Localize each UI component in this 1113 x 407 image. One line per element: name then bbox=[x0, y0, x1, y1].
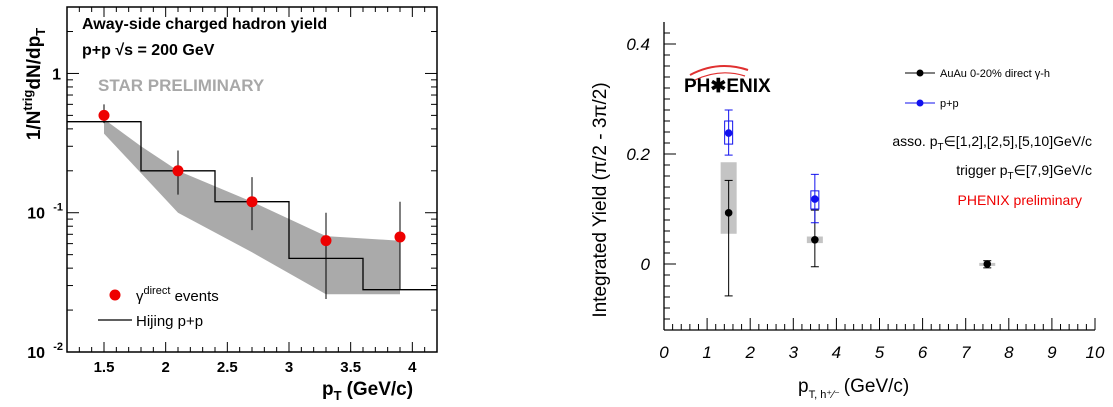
left-x-tick-label-1: 2 bbox=[161, 359, 169, 376]
right-x-tick-label-5: 5 bbox=[875, 343, 885, 362]
left-data-point-0 bbox=[99, 110, 110, 121]
right-x-tick-label-10: 10 bbox=[1086, 343, 1105, 362]
legend-gamma-sup: direct bbox=[144, 285, 171, 297]
left-data-point-4 bbox=[395, 231, 406, 242]
left-ylabel-part-3: dN/dp bbox=[24, 36, 45, 90]
legend-label-auau: AuAu 0-20% direct γ-h bbox=[940, 68, 1050, 80]
annotation-asso-text: asso. p bbox=[892, 133, 937, 149]
left-data-point-3 bbox=[321, 235, 332, 246]
legend-label-hijing: Hijing p+p bbox=[136, 313, 203, 330]
annotation-phenix-preliminary: PHENIX preliminary bbox=[958, 192, 1082, 208]
left-xlabel-unit: (GeV/c) bbox=[347, 379, 414, 400]
left-x-tick-label-4: 3.5 bbox=[340, 359, 361, 376]
legend-marker-gamma-direct bbox=[110, 290, 121, 301]
left-x-axis-label: pT (GeV/c) bbox=[322, 379, 413, 403]
right-xlabel-sub: T, h⁺⁄⁻ bbox=[809, 389, 840, 401]
left-y-tick-label-2: 10 bbox=[27, 345, 45, 362]
left-y-axis-label: 1/NtrigdN/dpT bbox=[20, 28, 48, 140]
right-x-tick-label-9: 9 bbox=[1047, 343, 1057, 362]
right-x-tick-label-0: 0 bbox=[659, 343, 669, 362]
left-data-point-2 bbox=[247, 196, 258, 207]
right-data-point-s0-0 bbox=[725, 209, 733, 217]
left-y-tick-exp-1: -1 bbox=[53, 202, 63, 214]
right-y-tick-label-1: 0.2 bbox=[626, 145, 650, 164]
right-xlabel-unit: (GeV/c) bbox=[844, 376, 909, 397]
legend-label-pp: p+p bbox=[940, 98, 959, 110]
left-x-tick-label-3: 3 bbox=[285, 359, 293, 376]
right-annotations: asso. pT∈[1,2],[2,5],[5,10]GeV/c trigger… bbox=[892, 133, 1092, 208]
legend-gamma-tail: events bbox=[170, 288, 218, 305]
right-data-point-s1-1 bbox=[811, 195, 819, 203]
right-y-tick-label-0: 0 bbox=[641, 255, 651, 274]
right-x-tick-label-3: 3 bbox=[789, 343, 799, 362]
right-xlabel-p: p bbox=[798, 376, 809, 397]
left-preliminary-label: STAR PRELIMINARY bbox=[98, 76, 265, 95]
annotation-trigger-tail: ∈[7,9]GeV/c bbox=[1014, 162, 1092, 178]
annotation-asso-pt: asso. pT∈[1,2],[2,5],[5,10]GeV/c bbox=[892, 133, 1092, 153]
phenix-logo: PH✱ENIX bbox=[684, 66, 771, 97]
right-x-tick-label-2: 2 bbox=[744, 343, 755, 362]
right-x-tick-label-7: 7 bbox=[961, 343, 971, 362]
left-xlabel-p: p bbox=[322, 379, 334, 400]
right-x-tick-label-6: 6 bbox=[918, 343, 928, 362]
left-chart: 1.5 2 2.5 3 3.5 4 1 10 -1 10 -2 Away-side charged … bbox=[20, 7, 437, 403]
right-data-point-s1-0 bbox=[725, 129, 733, 137]
right-x-tick-label-8: 8 bbox=[1004, 343, 1014, 362]
left-y-tick-label-0: 1 bbox=[52, 66, 61, 83]
right-data-point-s0-2 bbox=[983, 260, 991, 268]
left-x-tick-label-5: 4 bbox=[408, 359, 417, 376]
left-ticks-layer: 1.5 2 2.5 3 3.5 4 1 10 -1 10 -2 bbox=[27, 7, 437, 376]
logo-text: PH✱ENIX bbox=[684, 76, 771, 97]
right-y-tick-label-2: 0.4 bbox=[626, 35, 650, 54]
right-x-tick-label-4: 4 bbox=[832, 343, 841, 362]
left-y-tick-label-1: 10 bbox=[27, 206, 45, 223]
right-x-tick-label-1: 1 bbox=[702, 343, 711, 362]
left-ylabel-part-2: trig bbox=[20, 90, 35, 111]
left-x-tick-label-2: 2.5 bbox=[217, 359, 238, 376]
annotation-asso-tail: ∈[1,2],[2,5],[5,10]GeV/c bbox=[944, 133, 1092, 149]
right-data-point-s0-1 bbox=[811, 236, 819, 244]
left-legend: γdirect events Hijing p+p bbox=[98, 285, 219, 330]
right-x-axis-label: pT, h⁺⁄⁻ (GeV/c) bbox=[798, 376, 909, 401]
annotation-trigger-text: trigger p bbox=[956, 162, 1008, 178]
left-data-point-1 bbox=[173, 165, 184, 176]
left-y-tick-exp-2: -2 bbox=[53, 341, 63, 353]
right-chart: 0 0.2 0.4 0 1 2 3 4 5 6 7 8 9 10 PH✱ENIX AuAu 0-20% d… bbox=[590, 22, 1105, 401]
right-y-axis-label: Integrated Yield (π/2 - 3π/2) bbox=[590, 82, 611, 317]
left-title-line-2: p+p √s = 200 GeV bbox=[82, 42, 215, 59]
legend-marker-pp bbox=[917, 100, 924, 107]
right-legend: AuAu 0-20% direct γ-h p+p bbox=[905, 68, 1050, 110]
left-ylabel-part-1: 1/N bbox=[24, 111, 45, 141]
left-x-tick-label-0: 1.5 bbox=[94, 359, 115, 376]
left-title-line-1: Away-side charged hadron yield bbox=[82, 16, 327, 33]
left-ylabel-part-4: T bbox=[33, 28, 48, 36]
left-xlabel-sub: T bbox=[334, 388, 342, 403]
annotation-trigger-pt: trigger pT∈[7,9]GeV/c bbox=[956, 162, 1092, 182]
legend-marker-auau bbox=[917, 70, 924, 77]
legend-label-gamma-direct: γdirect events bbox=[136, 285, 219, 305]
